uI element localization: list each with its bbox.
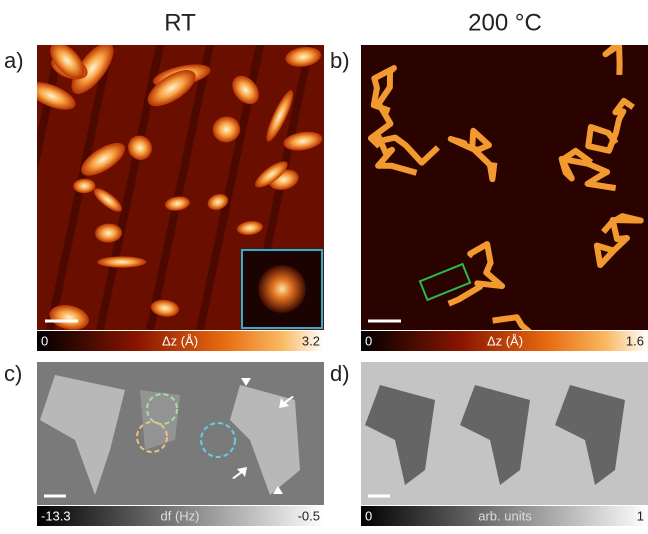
column-title: RT [164, 9, 196, 36]
colorbar-title: Δz (Å) [162, 333, 198, 348]
colorbar-max: 3.2 [302, 333, 320, 348]
colorbar-min: 0 [41, 333, 48, 348]
panel-label: c) [4, 361, 22, 386]
panel-label: d) [330, 361, 350, 386]
colorbar-min: -13.3 [41, 508, 71, 523]
colorbar-title: df (Hz) [161, 508, 200, 523]
colorbar-max: -0.5 [298, 508, 320, 523]
colorbar-max: 1.6 [626, 333, 644, 348]
colorbar-title: arb. units [478, 508, 532, 523]
colorbar-title: Δz (Å) [487, 333, 523, 348]
panel-label: a) [4, 48, 24, 73]
colorbar-min: 0 [365, 333, 372, 348]
inset-molecule [258, 265, 306, 313]
column-title: 200 °C [468, 9, 542, 36]
colorbar-max: 1 [637, 508, 644, 523]
figure: RT 200 °C a) b) c) d) 0 Δz (Å) 3.2 0 Δz … [0, 0, 648, 529]
panel-label: b) [330, 48, 350, 73]
colorbar-min: 0 [365, 508, 372, 523]
